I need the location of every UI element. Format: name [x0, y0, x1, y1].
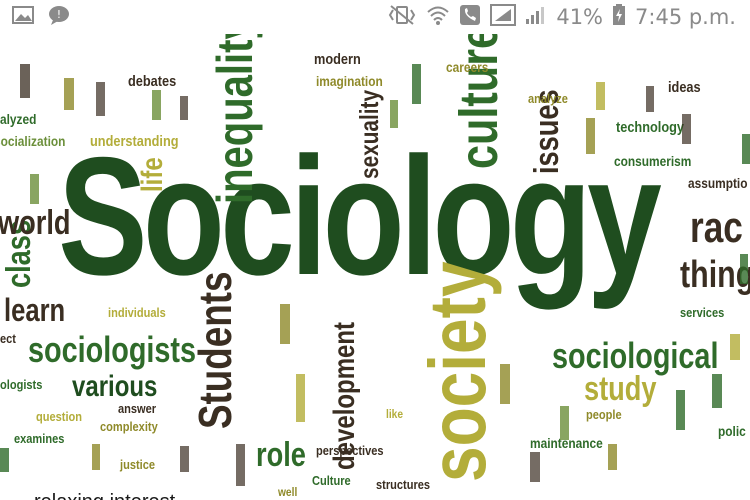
word-sociologists: sociologists: [28, 329, 197, 370]
wifi-icon: [426, 4, 450, 31]
word-study: study: [584, 370, 657, 408]
clock-time: 7:45 p.m.: [635, 5, 736, 29]
word-analyze: analyze: [528, 91, 568, 106]
word-understanding: understanding: [90, 133, 179, 150]
word-culture: culture: [449, 34, 509, 170]
word-role: role: [256, 436, 306, 474]
word-examines: examines: [14, 431, 65, 446]
word-students: Students: [189, 271, 241, 429]
word-culture-small: Culture: [312, 473, 351, 488]
vibrate-mute-icon: [387, 4, 417, 31]
word-race: rac: [690, 203, 743, 252]
word-act: ect: [0, 331, 16, 346]
word-careers: careers: [446, 59, 489, 75]
status-left-icons: !: [12, 5, 72, 29]
word-assumptions: assumptio: [688, 175, 748, 191]
word-society: society: [413, 261, 502, 482]
signal-sim1-icon: [490, 3, 517, 31]
word-individuals: individuals: [108, 305, 166, 320]
word-maintenance: maintenance: [530, 435, 603, 451]
bottom-cut-text: relaxing interest: [34, 492, 175, 500]
chat-notification-icon: !: [48, 5, 72, 29]
word-socialization: socialization: [0, 133, 66, 149]
status-bar: ! 41% 7:45 p.m.: [0, 0, 750, 34]
word-world: world: [0, 204, 71, 242]
sociology-word-cloud-image: Sociology inequality culture issues sexu…: [0, 34, 750, 500]
signal-sim2-icon: [525, 5, 547, 30]
svg-text:!: !: [57, 8, 61, 21]
wifi-call-icon: [459, 4, 481, 31]
word-life: life: [136, 157, 169, 192]
word-debates: debates: [128, 73, 177, 90]
word-justice: justice: [120, 457, 156, 472]
word-sociological: sociological: [552, 335, 719, 376]
word-ideas: ideas: [668, 79, 701, 96]
word-well: well: [278, 485, 298, 499]
word-imagination: imagination: [316, 73, 383, 89]
word-things: things: [680, 254, 750, 296]
word-learn: learn: [4, 292, 66, 328]
word-various: various: [72, 370, 158, 403]
battery-charging-icon: [612, 3, 626, 31]
word-services: services: [680, 305, 725, 320]
word-consumerism: consumerism: [614, 153, 692, 169]
word-police: polic: [718, 423, 746, 439]
word-technology: technology: [616, 119, 685, 136]
word-complexity: complexity: [100, 419, 158, 434]
word-modern: modern: [314, 51, 361, 68]
word-like: like: [386, 407, 404, 421]
word-answer: answer: [118, 401, 157, 416]
word-structures: structures: [376, 477, 431, 492]
word-sexuality: sexuality: [354, 89, 384, 179]
gallery-icon: [12, 6, 34, 28]
word-inequality: inequality: [207, 34, 263, 204]
word-analyzed: alyzed: [0, 111, 37, 127]
word-question: question: [36, 409, 83, 424]
word-sociologists-small: ologists: [0, 377, 43, 392]
word-sociology: Sociology: [58, 122, 662, 310]
status-right: 41% 7:45 p.m.: [387, 3, 736, 31]
word-people: people: [586, 407, 622, 422]
word-perspectives: perspectives: [316, 443, 384, 458]
battery-percent: 41%: [556, 5, 604, 29]
